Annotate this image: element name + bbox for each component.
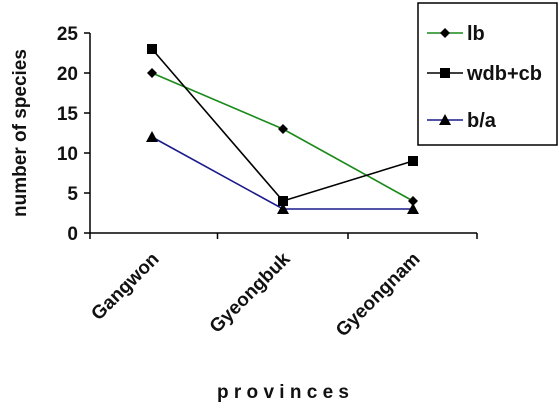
x-category-label: Gangwon xyxy=(87,249,163,325)
data-point-square xyxy=(440,68,450,78)
data-point-triangle xyxy=(439,114,451,125)
data-point-diamond xyxy=(147,68,157,78)
y-tick-label: 15 xyxy=(57,104,79,125)
data-point-triangle xyxy=(407,203,419,214)
data-point-square xyxy=(278,196,288,206)
y-tick-label: 25 xyxy=(57,24,79,45)
legend-items: lb wdb+cb b/a xyxy=(427,23,542,132)
y-tick-label: 0 xyxy=(67,224,78,245)
legend-label: wdb+cb xyxy=(466,63,542,85)
data-point-diamond xyxy=(408,196,418,206)
y-tick-label: 20 xyxy=(57,64,78,85)
series-line xyxy=(151,72,414,202)
data-point-triangle xyxy=(277,203,289,214)
y-tick-label: 5 xyxy=(67,184,78,205)
legend: lb wdb+cb b/a xyxy=(417,2,558,146)
x-axis: Gangwon Gyeongbuk Gyeongnam xyxy=(87,232,478,341)
y-tick-label: 10 xyxy=(57,144,78,165)
x-category-label: Gyeongbuk xyxy=(206,248,295,337)
y-axis-title: number of species xyxy=(10,49,31,217)
x-axis-title: p r o v i n c e s xyxy=(217,382,349,403)
legend-label: lb xyxy=(467,23,485,45)
legend-label: b/a xyxy=(467,110,497,132)
data-point-square xyxy=(147,44,157,54)
data-point-square xyxy=(408,156,418,166)
data-point-diamond xyxy=(440,28,450,38)
data-point-diamond xyxy=(278,124,288,134)
series-markers xyxy=(146,44,419,214)
x-category-label: Gyeongnam xyxy=(332,249,424,341)
y-axis: 0 5 10 15 20 25 xyxy=(57,24,91,245)
data-point-triangle xyxy=(146,131,158,142)
